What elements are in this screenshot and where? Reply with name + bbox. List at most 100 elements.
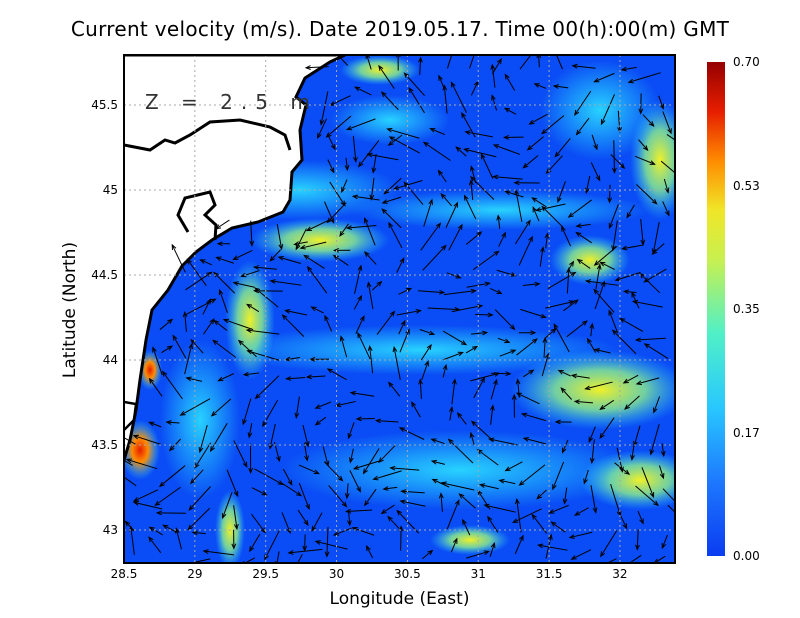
velocity-arrow bbox=[184, 342, 194, 375]
velocity-arrow bbox=[586, 337, 597, 353]
velocity-arrow bbox=[353, 294, 363, 310]
velocity-arrow bbox=[446, 499, 460, 530]
velocity-arrow bbox=[496, 269, 517, 277]
velocity-arrow bbox=[440, 192, 453, 207]
velocity-arrow bbox=[492, 174, 523, 180]
velocity-arrow bbox=[429, 128, 445, 135]
velocity-arrow bbox=[371, 153, 377, 174]
velocity-arrow bbox=[570, 373, 590, 379]
velocity-arrow bbox=[232, 249, 253, 260]
velocity-arrow bbox=[548, 504, 569, 514]
velocity-arrow bbox=[496, 214, 502, 229]
velocity-arrow bbox=[531, 197, 547, 208]
velocity-arrow bbox=[476, 449, 499, 466]
velocity-arrow bbox=[463, 194, 477, 220]
velocity-arrow bbox=[264, 530, 280, 561]
velocity-arrow bbox=[520, 412, 547, 422]
velocity-arrow bbox=[631, 299, 663, 308]
velocity-arrow bbox=[539, 246, 545, 267]
x-tick-label: 30 bbox=[328, 567, 345, 581]
velocity-arrow bbox=[472, 250, 500, 271]
velocity-arrow bbox=[469, 175, 495, 200]
figure-title: Current velocity (m/s). Date 2019.05.17.… bbox=[70, 17, 730, 41]
velocity-arrow bbox=[357, 332, 371, 360]
velocity-arrow bbox=[310, 306, 324, 314]
colorbar bbox=[707, 62, 725, 556]
velocity-arrow bbox=[448, 223, 463, 251]
velocity-arrow bbox=[252, 265, 277, 270]
velocity-arrow bbox=[293, 241, 308, 246]
velocity-arrow bbox=[562, 487, 568, 505]
velocity-arrow bbox=[423, 198, 433, 227]
velocity-arrow bbox=[344, 483, 350, 500]
velocity-arrow bbox=[483, 503, 516, 513]
velocity-arrow bbox=[161, 370, 183, 400]
velocity-arrow bbox=[421, 360, 429, 381]
velocity-arrow bbox=[563, 299, 579, 312]
speed-patch bbox=[350, 190, 650, 230]
velocity-arrow bbox=[297, 554, 303, 563]
velocity-arrow bbox=[364, 251, 377, 265]
velocity-arrow bbox=[362, 448, 380, 475]
velocity-arrow bbox=[630, 442, 635, 461]
velocity-arrow bbox=[642, 114, 655, 127]
velocity-arrow bbox=[464, 130, 493, 138]
velocity-arrow bbox=[438, 492, 444, 512]
velocity-arrow bbox=[490, 378, 498, 400]
velocity-arrow bbox=[626, 204, 635, 219]
velocity-arrow bbox=[314, 416, 327, 426]
velocity-arrow bbox=[522, 155, 539, 169]
velocity-arrow bbox=[591, 134, 598, 151]
velocity-arrow bbox=[470, 330, 489, 336]
velocity-arrow bbox=[324, 314, 333, 332]
velocity-arrow bbox=[576, 258, 591, 269]
velocity-arrow bbox=[232, 281, 255, 288]
velocity-arrow bbox=[339, 335, 348, 358]
velocity-arrow bbox=[556, 55, 563, 70]
velocity-arrow bbox=[422, 244, 447, 271]
velocity-arrow bbox=[132, 489, 159, 502]
velocity-arrow bbox=[332, 254, 349, 266]
speed-patch bbox=[124, 420, 160, 480]
velocity-arrow bbox=[635, 485, 659, 507]
velocity-arrow bbox=[203, 318, 215, 335]
velocity-arrow bbox=[430, 459, 446, 465]
velocity-arrow bbox=[583, 469, 589, 485]
velocity-arrow bbox=[480, 153, 494, 180]
velocity-arrow bbox=[475, 312, 494, 318]
velocity-arrow bbox=[392, 345, 401, 380]
speed-patch bbox=[280, 430, 640, 510]
velocity-arrow bbox=[202, 298, 211, 315]
velocity-arrow bbox=[643, 343, 669, 359]
velocity-arrow bbox=[465, 231, 483, 245]
x-tick-label: 28.5 bbox=[110, 567, 138, 581]
speed-patch bbox=[220, 325, 620, 375]
velocity-arrow bbox=[388, 381, 401, 397]
velocity-arrow bbox=[254, 287, 279, 308]
velocity-arrow bbox=[398, 319, 406, 335]
velocity-arrow bbox=[557, 369, 572, 377]
velocity-arrow bbox=[190, 338, 204, 354]
velocity-arrow bbox=[443, 351, 464, 361]
velocity-arrow bbox=[337, 55, 349, 66]
velocity-arrow bbox=[388, 221, 403, 249]
velocity-arrow bbox=[455, 146, 467, 157]
colorbar-tick-label: 0.35 bbox=[733, 302, 760, 316]
velocity-arrow bbox=[590, 162, 601, 182]
velocity-arrow bbox=[222, 318, 254, 331]
velocity-arrow bbox=[158, 465, 186, 488]
velocity-arrow bbox=[345, 508, 373, 514]
velocity-arrow bbox=[611, 329, 637, 355]
velocity-arrow bbox=[533, 83, 547, 89]
velocity-arrow bbox=[584, 279, 619, 286]
velocity-arrow bbox=[627, 72, 661, 84]
velocity-arrow bbox=[174, 527, 182, 550]
velocity-arrow bbox=[520, 308, 547, 319]
velocity-arrow bbox=[491, 58, 502, 75]
velocity-arrow bbox=[636, 184, 658, 205]
velocity-arrow bbox=[442, 330, 468, 346]
velocity-arrow bbox=[571, 63, 596, 69]
velocity-arrow bbox=[552, 461, 565, 491]
velocity-arrow bbox=[237, 339, 257, 358]
velocity-arrow bbox=[488, 437, 518, 446]
